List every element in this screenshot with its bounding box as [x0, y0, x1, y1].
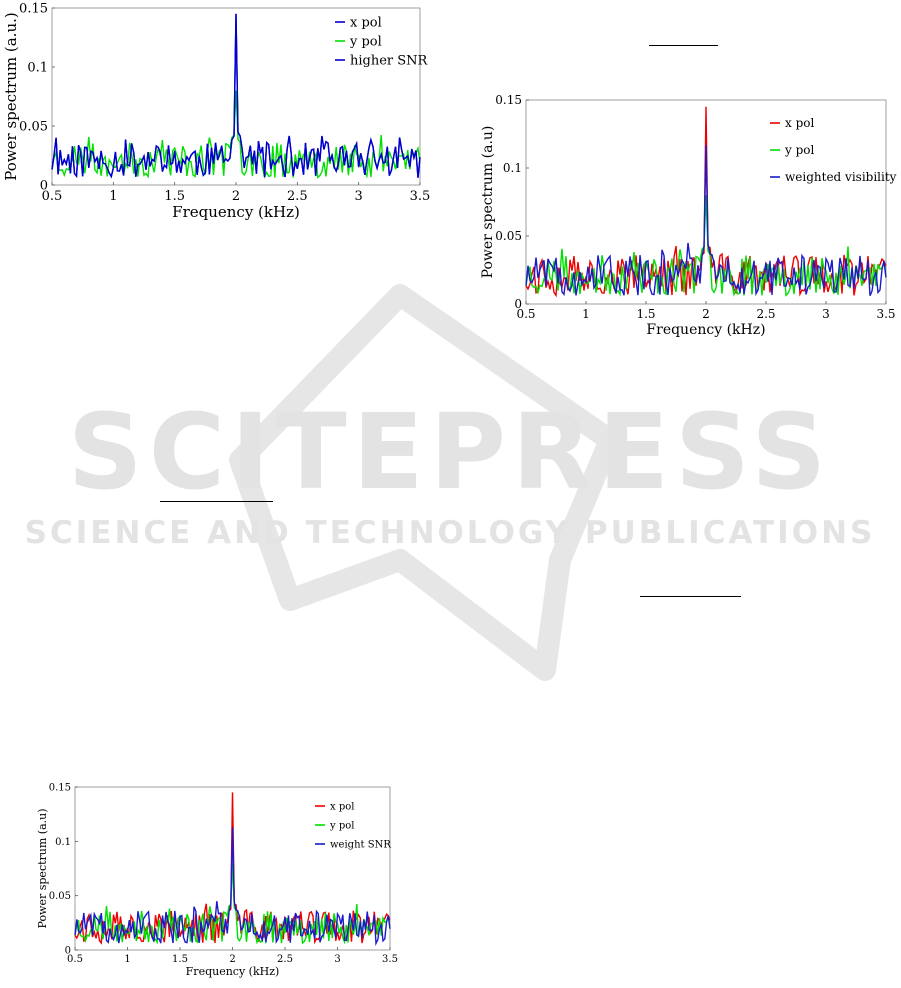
legend-label: weighted visibility [785, 170, 897, 184]
axis-layer: 0.5 1 1.5 2 2.5 3 3.5 0 0.05 0.1 0.15 Frequency (kH… [36, 783, 398, 979]
x-tick-label: 0.5 [67, 954, 83, 965]
x-tick-label: 1.5 [164, 189, 185, 204]
series-layer [74, 792, 391, 947]
y-tick-label: 0.05 [19, 120, 48, 135]
divider-rule [640, 596, 741, 597]
y-tick-label: 0.1 [55, 837, 71, 848]
x-tick-label: 0.5 [42, 189, 63, 204]
x-tick-label: 1.5 [172, 954, 188, 965]
y-tick-label: 0 [40, 179, 48, 194]
legend-label: higher SNR [350, 54, 429, 69]
x-axis-label: Frequency (kHz) [186, 965, 280, 978]
divider-rule [160, 501, 273, 502]
x-tick-label: 3.5 [382, 954, 398, 965]
series-line-2 [74, 827, 391, 947]
y-tick-label: 0.1 [503, 161, 522, 175]
x-tick-label: 0.5 [516, 307, 535, 321]
series-line-0 [525, 106, 887, 298]
y-axis-label: Power spectrum (a.u) [480, 126, 496, 279]
x-tick-label: 2.5 [287, 189, 308, 204]
legend-label: x pol [350, 16, 382, 31]
y-axis-label: Power spectrum (a.u) [36, 808, 49, 928]
legend: x pol y pol weight SNR [315, 802, 391, 851]
x-tick-label: 3.5 [876, 307, 895, 321]
divider-rule [649, 45, 718, 46]
series-layer [51, 13, 421, 179]
x-tick-label: 1 [582, 307, 590, 321]
series-layer [525, 106, 887, 298]
y-tick-label: 0.15 [19, 2, 48, 17]
series-line-2 [525, 144, 887, 297]
x-tick-label: 2.5 [756, 307, 775, 321]
watermark-subtitle: SCIENCE AND TECHNOLOGY PUBLICATIONS [25, 515, 876, 551]
legend-label: y pol [329, 821, 354, 832]
x-tick-label: 1 [124, 954, 130, 965]
y-tick-label: 0.15 [49, 783, 71, 794]
chart-b: 0.5 1 1.5 2 2.5 3 3.5 0 0.05 0.1 0.15 Frequency (kH… [480, 93, 897, 338]
x-axis-label: Frequency (kHz) [646, 322, 765, 338]
legend-label: weight SNR [330, 840, 391, 851]
legend-label: y pol [784, 143, 815, 157]
x-tick-label: 3 [355, 189, 363, 204]
y-tick-label: 0.05 [49, 891, 71, 902]
x-tick-label: 1 [109, 189, 117, 204]
x-tick-label: 3.5 [410, 189, 431, 204]
x-tick-label: 2 [702, 307, 710, 321]
x-tick-label: 3 [334, 954, 340, 965]
chart-c: 0.5 1 1.5 2 2.5 3 3.5 0 0.05 0.1 0.15 Frequency (kH… [36, 783, 398, 979]
series-line-2 [51, 13, 421, 179]
axis-layer: 0.5 1 1.5 2 2.5 3 3.5 0 0.05 0.1 0.15 Frequency (kH… [480, 93, 896, 338]
legend-label: x pol [330, 802, 354, 813]
y-tick-label: 0 [514, 297, 522, 311]
x-tick-label: 2 [232, 189, 240, 204]
watermark-title: SCITEPRESS [68, 391, 832, 513]
legend-label: x pol [785, 116, 814, 130]
legend: x pol y pol weighted visibility [770, 116, 897, 184]
chart-a: 0.5 1 1.5 2 2.5 3 3.5 0 0.05 0.1 0.15 Frequency (kH… [2, 2, 430, 221]
x-tick-label: 3 [822, 307, 830, 321]
x-axis-label: Frequency (kHz) [172, 203, 300, 221]
y-tick-label: 0.1 [27, 61, 48, 76]
x-tick-label: 2.5 [277, 954, 293, 965]
y-tick-label: 0.05 [495, 229, 522, 243]
x-tick-label: 2 [229, 954, 235, 965]
x-tick-label: 1.5 [636, 307, 655, 321]
watermark-logo-shape [229, 284, 621, 681]
axis-layer: 0.5 1 1.5 2 2.5 3 3.5 0 0.05 0.1 0.15 Frequency (kH… [2, 2, 430, 221]
series-line-0 [51, 90, 421, 179]
series-line-1 [525, 195, 887, 297]
y-tick-label: 0.15 [495, 93, 522, 107]
y-tick-label: 0 [65, 946, 71, 957]
legend: x pol y pol higher SNR [335, 16, 429, 69]
legend-label: y pol [349, 35, 382, 50]
y-axis-label: Power spectrum (a.u.) [2, 12, 20, 180]
